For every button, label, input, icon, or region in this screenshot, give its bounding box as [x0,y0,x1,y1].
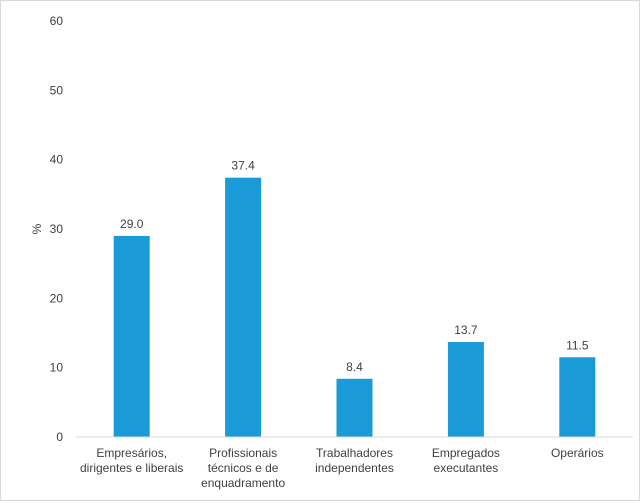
y-tick-label: 10 [50,361,64,375]
y-tick-label: 50 [50,83,64,97]
data-label: 29.0 [120,217,144,231]
category-labels: Empresários, dirigentes e liberais Profiss… [80,446,604,490]
data-label: 8.4 [346,360,363,374]
bar [113,235,150,437]
bars [113,177,596,437]
y-axis-label: % [30,223,44,234]
y-tick-label: 30 [50,222,64,236]
data-label: 11.5 [566,338,589,352]
data-labels: 29.0 37.4 8.4 13.7 11.5 [120,159,589,374]
y-tick-label: 40 [50,153,64,167]
bar [447,342,484,437]
bar [559,357,596,437]
category-label: Profissionais técnicos e de enquadramento [201,446,285,490]
y-tick-label: 20 [50,291,64,305]
y-axis-ticks: 0 10 20 30 40 50 60 [50,14,64,444]
category-label: Operários [551,446,604,460]
category-label: Empregados executantes [432,446,500,475]
y-tick-label: 60 [50,14,64,28]
data-label: 37.4 [231,159,255,173]
bar [336,378,373,437]
category-label: Trabalhadores independentes [315,446,394,475]
data-label: 13.7 [454,323,478,337]
category-label: Empresários, dirigentes e liberais [80,446,183,475]
bar [225,177,262,437]
y-tick-label: 0 [56,430,63,444]
